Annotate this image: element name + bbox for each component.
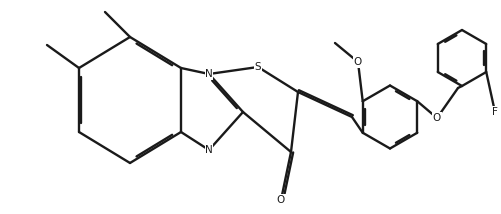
Text: O: O xyxy=(353,57,361,67)
Text: O: O xyxy=(277,195,285,205)
Text: F: F xyxy=(491,107,497,117)
Text: N: N xyxy=(205,145,212,155)
Text: N: N xyxy=(205,69,212,79)
Text: S: S xyxy=(254,62,261,72)
Text: O: O xyxy=(432,113,440,123)
